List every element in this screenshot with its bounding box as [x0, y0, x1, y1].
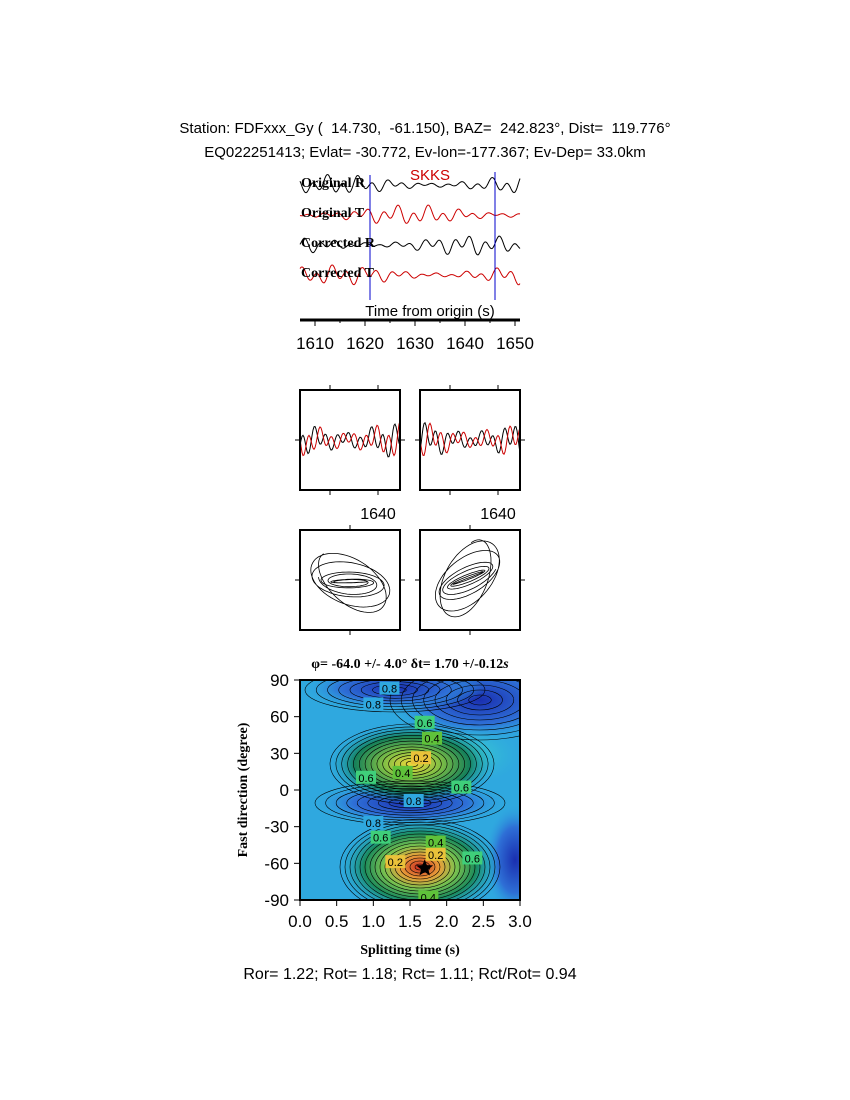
- grid-title: φ= -64.0 +/- 4.0° δt= 1.70 +/-0.12s: [311, 657, 509, 672]
- time-axis-ticks: 1610 1620 1630 1640 1650: [296, 320, 534, 353]
- contour-label: 0.4: [395, 768, 410, 780]
- contour-label: 0.6: [454, 783, 469, 795]
- contour-label-bg: [370, 830, 391, 844]
- time-tick-label: 1630: [396, 334, 434, 353]
- trace-label-corrected-t: Corrected T: [301, 266, 375, 281]
- contour-label: 0.8: [406, 796, 421, 808]
- trace-label-original-t: Original T: [301, 206, 365, 221]
- contour-label-bg: [356, 770, 376, 784]
- event-line: EQ022251413; Evlat= -30.772, Ev-lon=-177…: [204, 144, 646, 161]
- best-solution-star: [416, 859, 434, 876]
- contour-lines: [304, 680, 520, 900]
- grid-y-tick-label: 90: [270, 671, 289, 690]
- grid-y-tick-label: -90: [264, 891, 289, 910]
- seismogram-trace-original-t: [299, 204, 521, 224]
- contour-label-bg: [392, 765, 413, 779]
- contour-label-bg: [425, 835, 446, 849]
- contour-label: 0.8: [366, 699, 381, 711]
- contour-label: 0.6: [358, 773, 373, 785]
- contour-label: 0.4: [421, 893, 436, 905]
- grid-x-tick-label: 0.0: [288, 912, 312, 931]
- contour-label: 0.8: [382, 684, 397, 696]
- trace-label-corrected-r: Corrected R: [301, 236, 376, 251]
- waveform-left-tick-label: 1640: [360, 506, 396, 523]
- grid-x-tick-label: 2.5: [472, 912, 496, 931]
- splitting-grid-panel: 0.80.80.60.40.20.40.60.60.80.80.6 0.40.20…: [236, 657, 532, 958]
- waveform-box-right-traces: [420, 421, 520, 456]
- trace-label-original-r: Original R: [301, 176, 366, 191]
- particle-motion-right-trace: [435, 539, 501, 618]
- contour-label-bg: [403, 794, 424, 807]
- contour-label: 0.4: [424, 734, 439, 746]
- contour-label-bg: [462, 851, 483, 865]
- contour-label: 0.2: [388, 857, 403, 869]
- time-tick-label: 1650: [496, 334, 534, 353]
- grid-y-tick-label: -60: [264, 854, 289, 873]
- particle-motion-box-left: [299, 529, 401, 631]
- seismogram-trace-corrected-t: [299, 264, 521, 286]
- contour-label-bg: [363, 816, 384, 829]
- grid-y-tick-label: 60: [270, 708, 289, 727]
- waveform-right-tick-label: 1640: [480, 506, 516, 523]
- contour-label-bg: [425, 847, 446, 861]
- seismogram-traces: [299, 174, 521, 286]
- grid-x-tick-label: 1.5: [398, 912, 422, 931]
- waveform-box-ticks: [295, 385, 525, 495]
- contour-label: 0.8: [366, 818, 381, 830]
- seismogram-trace-corrected-r: [299, 235, 521, 256]
- grid-x-tick-label: 2.0: [435, 912, 459, 931]
- grid-x-axis-label: Splitting time (s): [360, 943, 460, 958]
- contour-label-bg: [418, 890, 439, 900]
- particle-motion-ticks: [295, 525, 525, 635]
- contour-label-bg: [363, 697, 384, 711]
- particle-motion-left-trace: [310, 553, 391, 613]
- waveform-comparison-panel: 1640 1640: [295, 385, 525, 523]
- time-axis-label: Time from origin (s): [365, 303, 494, 320]
- contour-label-bg: [385, 855, 406, 869]
- contour-label-bg: [414, 715, 435, 729]
- contour-label: 0.6: [417, 718, 432, 730]
- contour-label-bg: [411, 751, 431, 765]
- particle-motion-panel: [295, 525, 525, 635]
- contour-label-bg: [379, 681, 400, 695]
- grid-ticks: 0.0 0.5 1.0 1.5 2.0 2.5 3.0 -90 -60 -30 0 30 60 90: [264, 671, 531, 931]
- grid-y-tick-label: 30: [270, 744, 289, 763]
- contour-label: 0.2: [413, 753, 428, 765]
- grid-x-tick-label: 0.5: [325, 912, 349, 931]
- grid-y-axis-label: Fast direction (degree): [236, 722, 251, 857]
- contour-labels: 0.80.80.60.40.20.40.60.60.80.80.6 0.40.20…: [356, 681, 483, 905]
- energy-map: 0.80.80.60.40.20.40.60.60.80.80.6 0.40.20…: [300, 680, 520, 905]
- contour-label: 0.6: [465, 853, 480, 865]
- waveform-box-right: [419, 389, 521, 491]
- contour-label-bg: [451, 780, 472, 794]
- contour-label-bg: [422, 731, 442, 745]
- time-tick-label: 1620: [346, 334, 384, 353]
- time-tick-label: 1610: [296, 334, 334, 353]
- contour-label: 0.2: [428, 850, 443, 862]
- grid-x-tick-label: 1.0: [362, 912, 386, 931]
- seismogram-trace-original-r: [299, 174, 521, 194]
- phase-label: SKKS: [410, 167, 450, 184]
- seismogram-panel: Original R Original T Corrected R Correc…: [296, 167, 534, 353]
- waveform-box-left-traces: [300, 420, 400, 458]
- ratio-summary: Ror= 1.22; Rot= 1.18; Rct= 1.11; Rct/Rot…: [243, 966, 576, 983]
- grid-y-tick-label: -30: [264, 818, 289, 837]
- contour-label: 0.6: [373, 833, 388, 845]
- grid-x-tick-label: 3.0: [508, 912, 532, 931]
- grid-y-tick-label: 0: [280, 781, 289, 800]
- station-line: Station: FDFxxx_Gy ( 14.730, -61.150), B…: [179, 120, 671, 137]
- time-tick-label: 1640: [446, 334, 484, 353]
- contour-label: 0.4: [428, 838, 443, 850]
